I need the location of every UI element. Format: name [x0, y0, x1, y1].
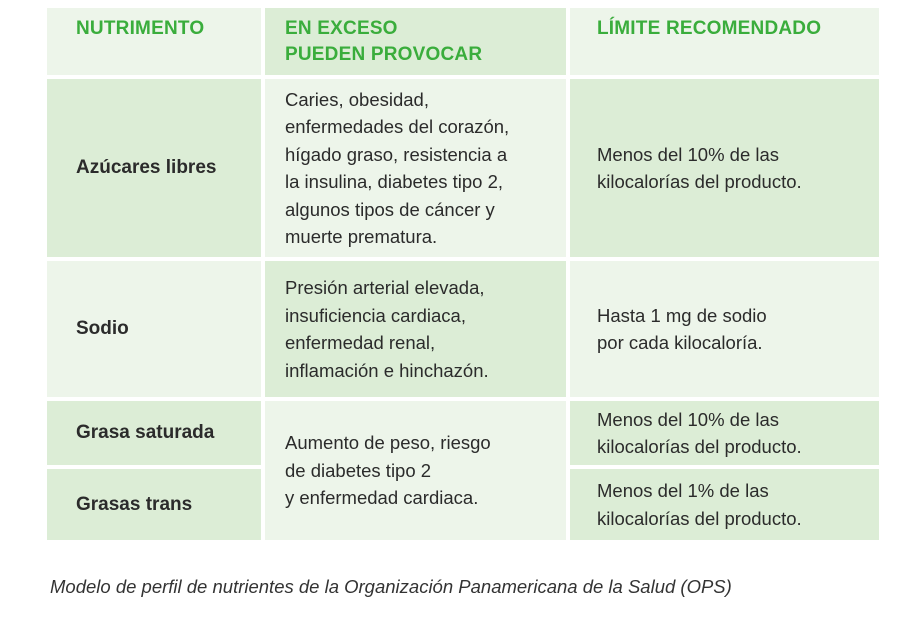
header-excess: EN EXCESO PUEDEN PROVOCAR: [265, 8, 570, 79]
table-row-sodium-effects: Presión arterial elevada, insuficiencia …: [265, 261, 570, 401]
table-row-trans-fat-limit: Menos del 1% de las kilocalorías del pro…: [570, 469, 879, 540]
table-row-saturated-fat-limit: Menos del 10% de las kilocalorías del pr…: [570, 401, 879, 469]
effects-text: Aumento de peso, riesgo de diabetes tipo…: [285, 432, 491, 509]
limit-text: Hasta 1 mg de sodio por cada kilocaloría…: [597, 304, 767, 354]
header-excess-label: EN EXCESO PUEDEN PROVOCAR: [285, 18, 483, 65]
table-row-fats-effects: Aumento de peso, riesgo de diabetes tipo…: [265, 401, 570, 540]
header-nutriment: NUTRIMENTO: [47, 8, 265, 79]
table-row-sodium-limit: Hasta 1 mg de sodio por cada kilocaloría…: [570, 261, 879, 401]
table-row-sodium-nutrient: Sodio: [47, 261, 265, 401]
nutrient-name: Sodio: [76, 318, 129, 340]
header-limit: LÍMITE RECOMENDADO: [570, 8, 879, 79]
nutrient-name: Azúcares libres: [76, 157, 217, 179]
limit-text: Menos del 10% de las kilocalorías del pr…: [597, 408, 802, 458]
table-row-sugar-effects: Caries, obesidad, enfermedades del coraz…: [265, 79, 570, 261]
effects-text: Caries, obesidad, enfermedades del coraz…: [285, 88, 510, 248]
table-row-sugar-limit: Menos del 10% de las kilocalorías del pr…: [570, 79, 879, 261]
nutrient-profile-table: NUTRIMENTO EN EXCESO PUEDEN PROVOCAR LÍM…: [47, 8, 879, 540]
header-nutriment-label: NUTRIMENTO: [76, 18, 205, 39]
nutrient-name: Grasa saturada: [76, 422, 215, 444]
nutrient-name: Grasas trans: [76, 493, 193, 515]
table-row-sugar-nutrient: Azúcares libres: [47, 79, 265, 261]
table-caption: Modelo de perfil de nutrientes de la Org…: [50, 576, 732, 597]
effects-text: Presión arterial elevada, insuficiencia …: [285, 277, 489, 381]
limit-text: Menos del 1% de las kilocalorías del pro…: [597, 480, 802, 529]
header-limit-label: LÍMITE RECOMENDADO: [597, 18, 822, 39]
table-row-trans-fat-nutrient: Grasas trans: [47, 469, 265, 540]
table-row-saturated-fat-nutrient: Grasa saturada: [47, 401, 265, 469]
limit-text: Menos del 10% de las kilocalorías del pr…: [597, 143, 802, 193]
